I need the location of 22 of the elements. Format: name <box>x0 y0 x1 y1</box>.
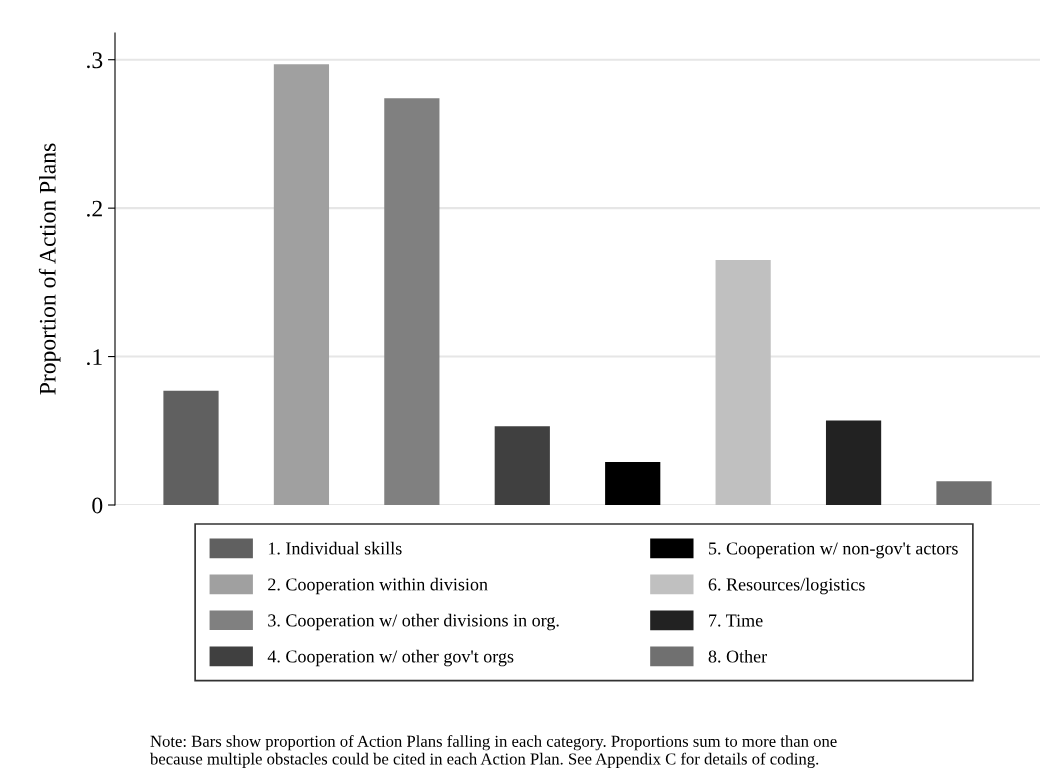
bar <box>494 426 550 505</box>
legend-label: 3. Cooperation w/ other divisions in org. <box>268 613 559 631</box>
bar <box>936 481 992 505</box>
legend-label: 1. Individual skills <box>268 541 402 555</box>
bar <box>605 461 661 505</box>
legend-label: 8. Other <box>708 649 767 663</box>
y-tick-label: 0 <box>92 497 103 514</box>
legend-label: 6. Resources/logistics <box>708 577 865 595</box>
bar <box>715 260 771 505</box>
y-tick-label: .2 <box>87 200 102 217</box>
text: Note: Bars show proportion of Action Plans falling in each category. Proportions sum to more than one because multiple obstacles could be cited in each Action Plan. See Appendix C for details of coding. <box>150 735 837 769</box>
bar <box>163 390 219 505</box>
legend-label: 7. Time <box>709 614 763 627</box>
legend-label: 4. Cooperation w/ other gov't orgs <box>267 649 514 667</box>
legend-label: 5. Cooperation w/ non-gov't actors <box>709 542 958 559</box>
legend-label: 2. Cooperation within division <box>268 577 488 595</box>
y-axis-title: Proportion of Action Plans <box>38 143 61 395</box>
bar <box>384 98 440 505</box>
y-tick-label: .3 <box>87 52 103 69</box>
bar <box>273 64 330 505</box>
bar <box>825 420 882 505</box>
y-tick-label: .1 <box>87 349 102 366</box>
